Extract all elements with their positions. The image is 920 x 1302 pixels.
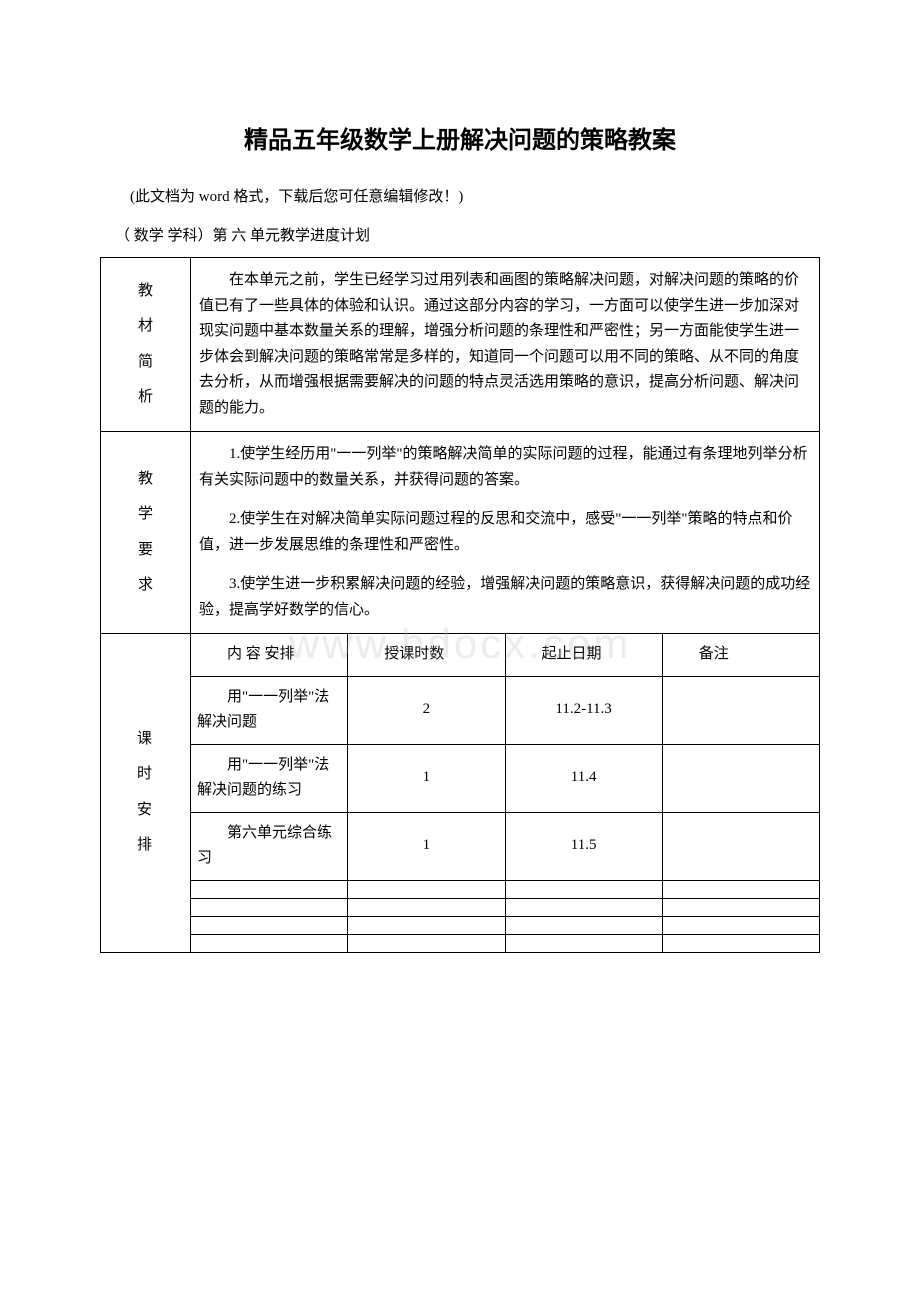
schedule-label-cell: 课 时 安 排 — [101, 634, 191, 953]
analysis-row: 教 材 简 析 在本单元之前，学生已经学习过用列表和画图的策略解决问题，对解决问… — [101, 258, 820, 432]
empty-cell — [662, 934, 819, 952]
analysis-label-char-1: 教 — [107, 279, 184, 305]
empty-cell — [348, 916, 505, 934]
goals-label-char-3: 要 — [107, 538, 184, 564]
lesson-plan-table: 教 材 简 析 在本单元之前，学生已经学习过用列表和画图的策略解决问题，对解决问… — [100, 257, 820, 953]
empty-cell — [191, 934, 348, 952]
schedule-label-char-3: 安 — [107, 798, 184, 824]
analysis-label-cell: 教 材 简 析 — [101, 258, 191, 432]
goals-label-char-4: 求 — [107, 573, 184, 599]
schedule-label-char-4: 排 — [107, 833, 184, 859]
schedule-header-row: 课 时 安 排 内 容 安排 授课时数 起止日期 备注 — [101, 634, 820, 677]
schedule-header-remark: 备注 — [662, 634, 819, 677]
empty-cell — [348, 934, 505, 952]
empty-cell — [191, 916, 348, 934]
empty-cell — [505, 916, 662, 934]
empty-cell — [348, 898, 505, 916]
schedule-row-3-date: 11.5 — [505, 812, 662, 880]
schedule-header-hours: 授课时数 — [348, 634, 505, 677]
goal-1: 1.使学生经历用"一一列举"的策略解决简单的实际问题的过程，能通过有条理地列举分… — [199, 442, 811, 493]
document-wrapper: 精品五年级数学上册解决问题的策略教案 (此文档为 word 格式，下载后您可任意… — [100, 120, 820, 953]
goal-2: 2.使学生在对解决简单实际问题过程的反思和交流中，感受"一一列举"策略的特点和价… — [199, 507, 811, 558]
schedule-empty-row-2 — [101, 898, 820, 916]
schedule-row-3-content: 第六单元综合练习 — [191, 812, 348, 880]
schedule-empty-row-1 — [101, 880, 820, 898]
schedule-row-2-date: 11.4 — [505, 744, 662, 812]
goal-3: 3.使学生进一步积累解决问题的经验，增强解决问题的策略意识，获得解决问题的成功经… — [199, 572, 811, 623]
empty-cell — [505, 880, 662, 898]
schedule-row-2: 用"一一列举"法解决问题的练习 1 11.4 — [101, 744, 820, 812]
goals-content: 1.使学生经历用"一一列举"的策略解决简单的实际问题的过程，能通过有条理地列举分… — [191, 432, 820, 634]
empty-cell — [505, 898, 662, 916]
schedule-row-2-content: 用"一一列举"法解决问题的练习 — [191, 744, 348, 812]
unit-plan-subtitle: （ 数学 学科）第 六 单元教学进度计划 — [100, 224, 820, 245]
schedule-header-date: 起止日期 — [505, 634, 662, 677]
empty-cell — [662, 916, 819, 934]
schedule-row-1-hours: 2 — [348, 676, 505, 744]
schedule-row-1-content: 用"一一列举"法解决问题 — [191, 676, 348, 744]
analysis-label-char-3: 简 — [107, 350, 184, 376]
empty-cell — [191, 880, 348, 898]
page-title: 精品五年级数学上册解决问题的策略教案 — [100, 120, 820, 155]
goals-row: 教 学 要 求 1.使学生经历用"一一列举"的策略解决简单的实际问题的过程，能通… — [101, 432, 820, 634]
empty-cell — [662, 898, 819, 916]
schedule-row-3-hours: 1 — [348, 812, 505, 880]
goals-label-char-1: 教 — [107, 467, 184, 493]
schedule-row-3: 第六单元综合练习 1 11.5 — [101, 812, 820, 880]
schedule-row-1-remark — [662, 676, 819, 744]
goals-label-cell: 教 学 要 求 — [101, 432, 191, 634]
analysis-label-char-2: 材 — [107, 314, 184, 340]
empty-cell — [348, 880, 505, 898]
schedule-row-1-date: 11.2-11.3 — [505, 676, 662, 744]
empty-cell — [191, 898, 348, 916]
schedule-header-content: 内 容 安排 — [191, 634, 348, 677]
analysis-label-char-4: 析 — [107, 385, 184, 411]
word-format-note: (此文档为 word 格式，下载后您可任意编辑修改！) — [100, 185, 820, 206]
empty-cell — [505, 934, 662, 952]
empty-cell — [662, 880, 819, 898]
schedule-row-3-remark — [662, 812, 819, 880]
schedule-row-2-hours: 1 — [348, 744, 505, 812]
analysis-content: 在本单元之前，学生已经学习过用列表和画图的策略解决问题，对解决问题的策略的价值已… — [191, 258, 820, 432]
schedule-label-char-2: 时 — [107, 762, 184, 788]
schedule-empty-row-4 — [101, 934, 820, 952]
goals-label-char-2: 学 — [107, 502, 184, 528]
schedule-row-1: 用"一一列举"法解决问题 2 11.2-11.3 — [101, 676, 820, 744]
schedule-row-2-remark — [662, 744, 819, 812]
schedule-label-char-1: 课 — [107, 727, 184, 753]
schedule-empty-row-3 — [101, 916, 820, 934]
